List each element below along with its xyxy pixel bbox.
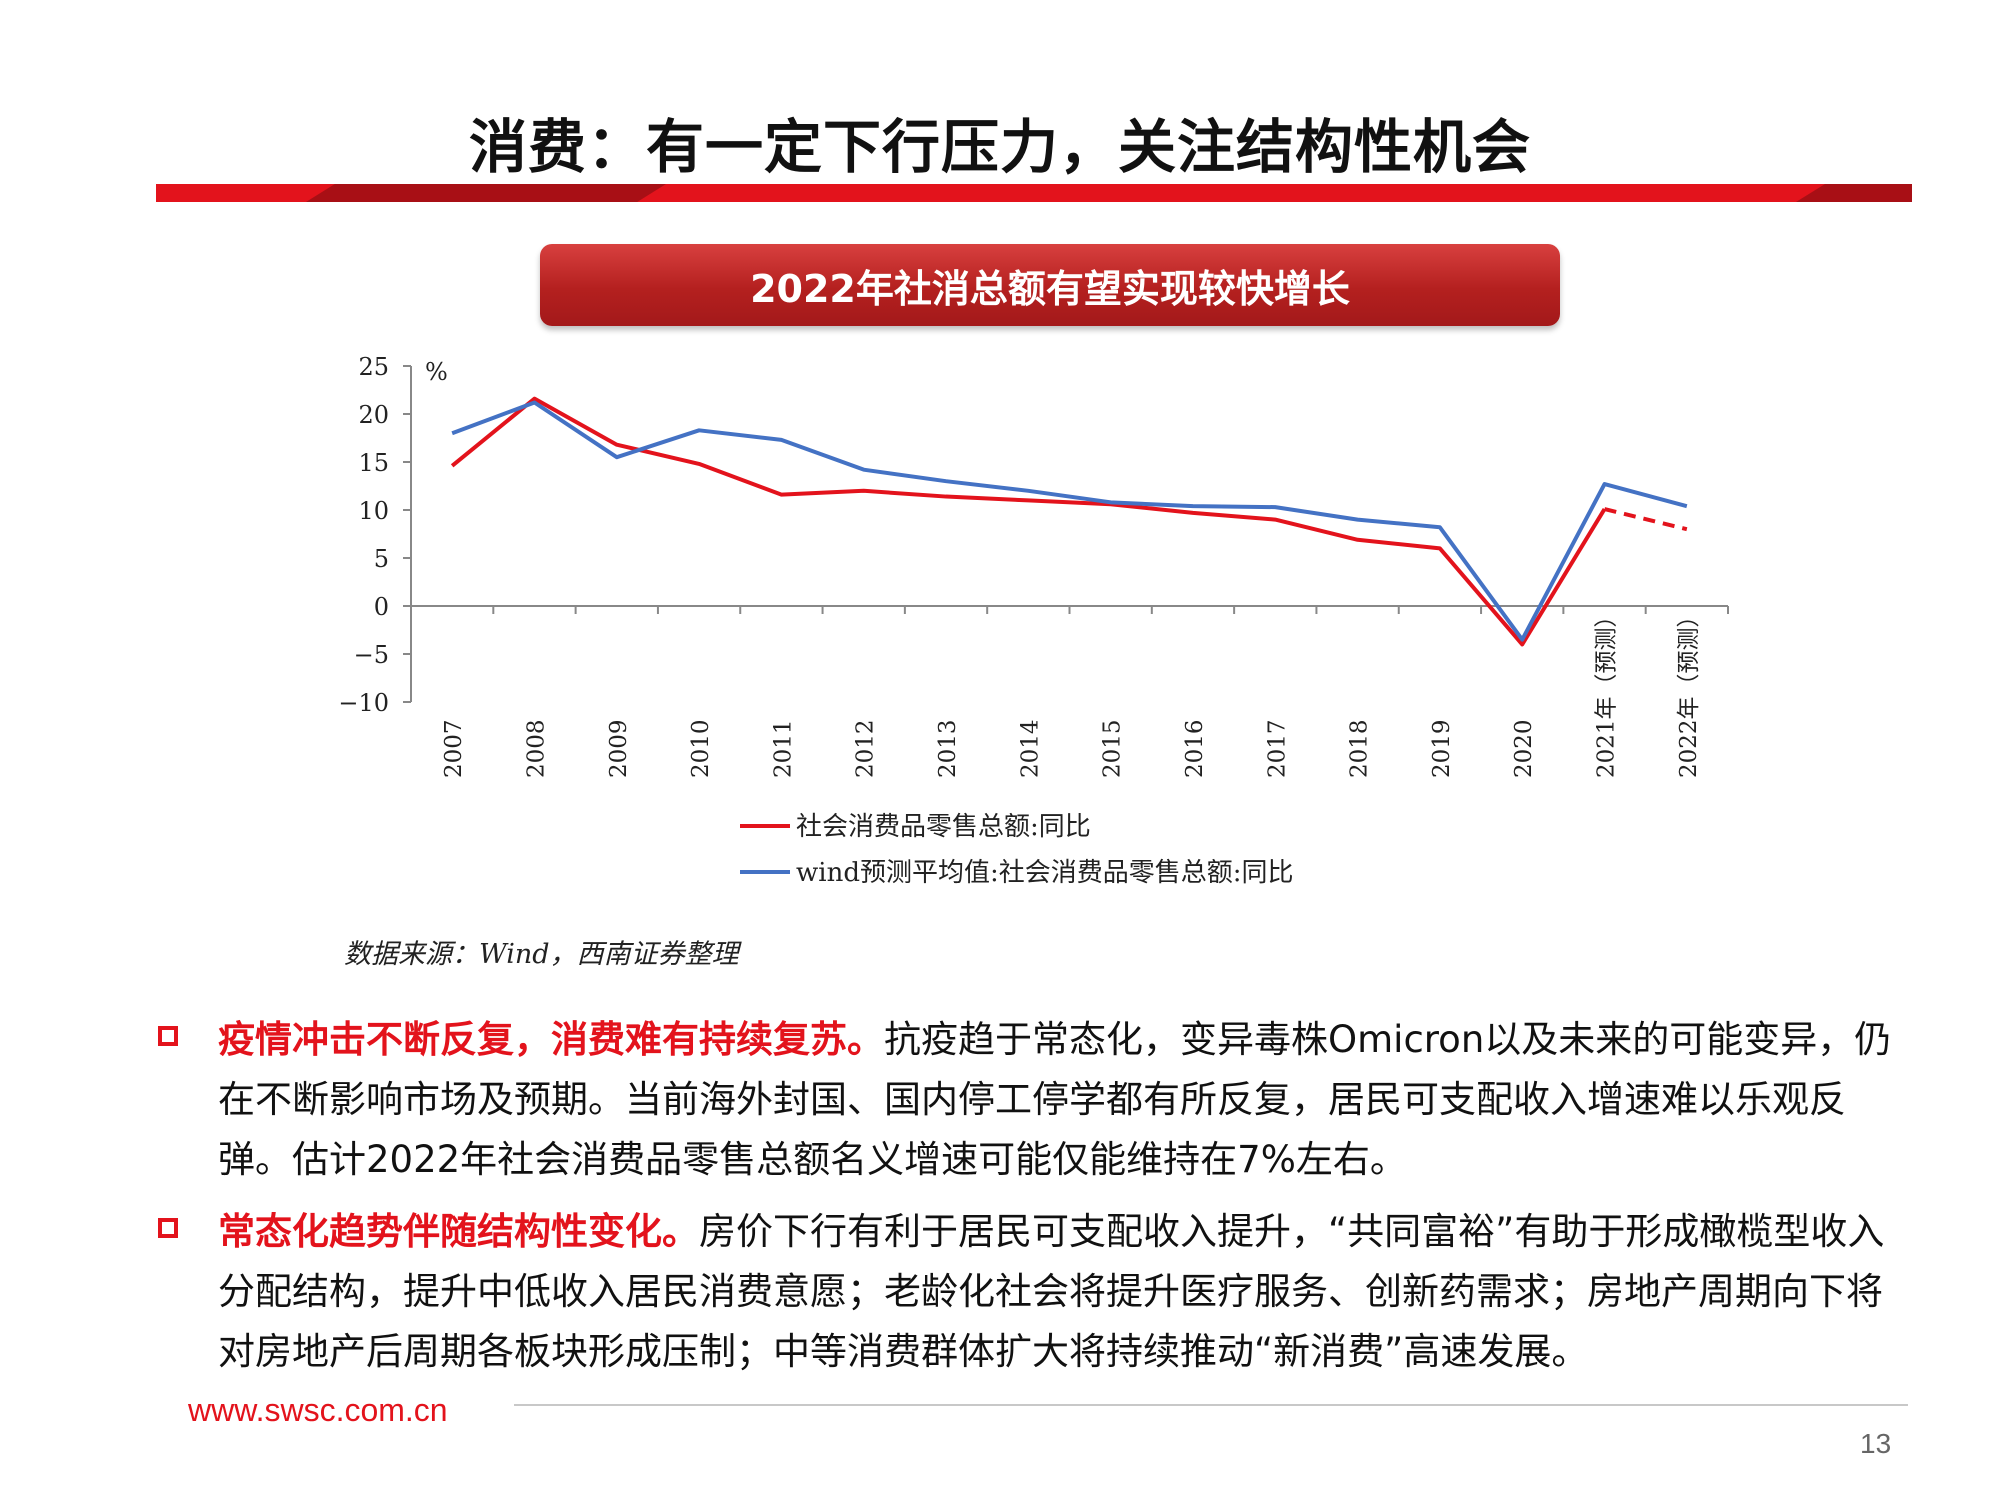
- y-tick-label: 25: [358, 353, 389, 381]
- title-bar-accent-right: [1796, 184, 1912, 202]
- bullet-highlight-2: 常态化趋势伴随结构性变化。: [218, 1210, 699, 1253]
- title-bar-accent-left: [306, 184, 666, 202]
- y-tick-label: −10: [338, 689, 389, 717]
- title-underline-bar: [156, 184, 1912, 202]
- y-tick-labels: 25 20 15 10 5 0 −5 −10: [338, 353, 389, 717]
- bullet-text-2: 常态化趋势伴随结构性变化。房价下行有利于居民可支配收入提升，“共同富裕”有助于形…: [218, 1202, 1916, 1382]
- legend-label-1: 社会消费品零售总额:同比: [796, 812, 1091, 842]
- x-tick-label: 2018: [1347, 719, 1373, 778]
- bullet-highlight-1: 疫情冲击不断反复，消费难有持续复苏。: [218, 1018, 884, 1061]
- x-tick-label: 2014: [1017, 719, 1043, 778]
- chart-axes: %: [403, 358, 1729, 703]
- data-source-note: 数据来源：Wind，西南证券整理: [344, 939, 739, 970]
- x-tick-labels: 2007 2008 2009 2010 2011 2012 2013 2014 2015 2016…: [441, 604, 1702, 778]
- series-lines: [450, 396, 1688, 647]
- y-tick-label: 10: [358, 497, 389, 525]
- checkbox-bullet-icon: [158, 1026, 178, 1046]
- x-tick-label: 2019: [1429, 719, 1455, 778]
- x-tick-label: 2013: [935, 719, 961, 778]
- x-tick-label: 2021年（预测）: [1594, 604, 1620, 778]
- checkbox-bullet-icon: [158, 1218, 178, 1238]
- x-tick-label: 2011: [770, 719, 796, 778]
- x-tick-label: 2020: [1511, 719, 1537, 778]
- bullet-text-1: 疫情冲击不断反复，消费难有持续复苏。抗疫趋于常态化，变异毒株Omicron以及未…: [218, 1010, 1916, 1190]
- x-tick-label: 2022年（预测）: [1676, 604, 1702, 778]
- chart-title-banner: 2022年社消总额有望实现较快增长: [540, 244, 1560, 326]
- x-tick-label: 2010: [688, 719, 714, 778]
- bullet-body-1: 抗疫趋于常态化，变异毒株Omicron以及未来的可能变异，仍在不断影响市场及预期…: [218, 1018, 1892, 1181]
- x-tick-label: 2016: [1182, 719, 1208, 778]
- series-line-2: [451, 400, 1688, 642]
- x-tick-label: 2012: [853, 719, 879, 778]
- chart-legend: 社会消费品零售总额:同比 wind预测平均值:社会消费品零售总额:同比: [740, 812, 1293, 888]
- x-tick-label: 2008: [523, 719, 549, 778]
- y-tick-label: −5: [354, 641, 389, 669]
- bullet-body-2: 房价下行有利于居民可支配收入提升，“共同富裕”有助于形成橄榄型收入分配结构，提升…: [218, 1210, 1885, 1373]
- x-tick-label: 2009: [606, 719, 632, 778]
- footer-website-link[interactable]: www.swsc.com.cn: [188, 1392, 448, 1428]
- series-forecast-dashed-line-1: [1604, 507, 1688, 532]
- page-number: 13: [1860, 1428, 1892, 1459]
- page-title: 消费：有一定下行压力，关注结构性机会: [468, 113, 1531, 181]
- bullet-item-1: 疫情冲击不断反复，消费难有持续复苏。抗疫趋于常态化，变异毒株Omicron以及未…: [156, 1010, 1916, 1190]
- bullet-item-2: 常态化趋势伴随结构性变化。房价下行有利于居民可支配收入提升，“共同富裕”有助于形…: [156, 1202, 1916, 1382]
- y-tick-label: 5: [374, 545, 389, 573]
- x-tick-label: 2015: [1100, 719, 1126, 778]
- y-tick-label: 20: [358, 401, 389, 429]
- y-tick-label: 0: [374, 593, 389, 621]
- x-tick-label: 2007: [441, 719, 467, 778]
- footer-divider: [514, 1404, 1908, 1406]
- x-tick-label: 2017: [1264, 719, 1290, 778]
- y-tick-label: 15: [358, 449, 389, 477]
- legend-label-2: wind预测平均值:社会消费品零售总额:同比: [796, 858, 1293, 888]
- series-line-1: [450, 396, 1607, 647]
- y-axis-unit-label: %: [425, 358, 448, 386]
